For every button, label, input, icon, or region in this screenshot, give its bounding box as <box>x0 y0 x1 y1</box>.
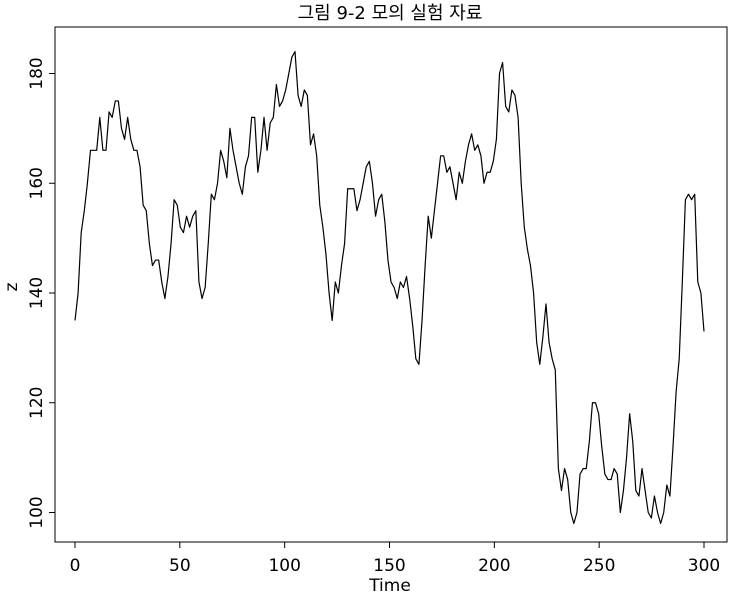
chart-title: 그림 9-2 모의 실험 자료 <box>298 3 483 24</box>
plot-frame <box>54 26 728 543</box>
y-tick-label: 120 <box>27 387 47 419</box>
x-tick-label: 150 <box>373 556 405 576</box>
x-axis: 0 50 100 150 200 250 300 <box>70 542 720 576</box>
y-tick-label: 160 <box>27 167 47 199</box>
x-tick-label: 300 <box>688 556 720 576</box>
y-axis: 100 120 140 160 180 <box>27 57 55 529</box>
x-tick-label: 50 <box>169 556 191 576</box>
x-tick-label: 0 <box>70 556 81 576</box>
y-tick-label: 140 <box>27 277 47 309</box>
x-axis-label: Time <box>368 576 411 596</box>
x-tick-label: 250 <box>583 556 615 576</box>
y-tick-label: 100 <box>27 496 47 528</box>
series-line <box>74 50 705 525</box>
y-axis-label: z <box>2 282 22 291</box>
x-tick-label: 200 <box>478 556 510 576</box>
x-tick-label: 100 <box>268 556 300 576</box>
y-tick-label: 180 <box>27 57 47 89</box>
